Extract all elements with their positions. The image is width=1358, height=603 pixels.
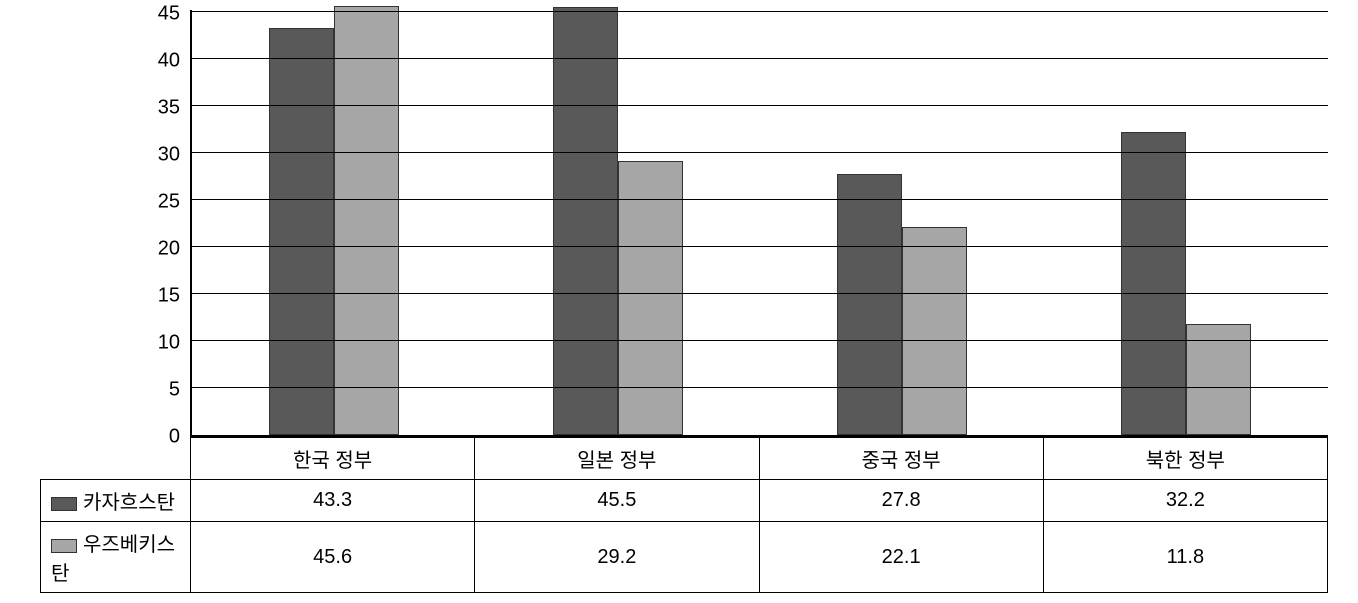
bar	[269, 28, 334, 435]
bar	[902, 227, 967, 435]
bar-group	[476, 10, 760, 435]
plot-area	[190, 10, 1328, 437]
legend-swatch	[51, 497, 77, 511]
category-header: 북한 정부	[1043, 438, 1327, 480]
gridline	[192, 58, 1328, 59]
series-label-cell: 우즈베키스탄	[41, 522, 191, 593]
gridline	[192, 340, 1328, 341]
y-tick-label: 20	[158, 238, 180, 261]
gridline	[192, 387, 1328, 388]
data-cell: 45.5	[475, 480, 759, 522]
category-header: 중국 정부	[759, 438, 1043, 480]
y-tick-label: 10	[158, 332, 180, 355]
category-header: 한국 정부	[191, 438, 475, 480]
bar-group	[192, 10, 476, 435]
gridline	[192, 293, 1328, 294]
series-label-cell: 카자흐스탄	[41, 480, 191, 522]
bars-layer	[192, 10, 1328, 435]
legend-swatch	[51, 539, 77, 553]
gridline	[192, 11, 1328, 12]
gridline	[192, 199, 1328, 200]
y-tick-label: 5	[169, 379, 180, 402]
y-tick-label: 25	[158, 191, 180, 214]
data-cell: 43.3	[191, 480, 475, 522]
data-cell: 27.8	[759, 480, 1043, 522]
series-name: 카자흐스탄	[83, 492, 175, 514]
bar-group	[760, 10, 1044, 435]
gridline	[192, 152, 1328, 153]
bar	[1121, 132, 1186, 435]
y-tick-label: 45	[158, 3, 180, 26]
y-axis: 05101520253035404550	[30, 10, 190, 437]
bar	[618, 161, 683, 435]
y-tick-label: 35	[158, 97, 180, 120]
bar-group	[1044, 10, 1328, 435]
data-cell: 22.1	[759, 522, 1043, 593]
chart-container: 05101520253035404550 한국 정부일본 정부중국 정부북한 정…	[30, 10, 1328, 593]
gridline	[192, 105, 1328, 106]
bar	[334, 6, 399, 435]
data-cell: 45.6	[191, 522, 475, 593]
y-tick-label: 30	[158, 144, 180, 167]
bar	[553, 7, 618, 435]
y-tick-label: 40	[158, 50, 180, 73]
data-cell: 29.2	[475, 522, 759, 593]
data-cell: 11.8	[1043, 522, 1327, 593]
category-header: 일본 정부	[475, 438, 759, 480]
y-tick-label: 15	[158, 285, 180, 308]
gridline	[192, 246, 1328, 247]
data-table: 한국 정부일본 정부중국 정부북한 정부카자흐스탄 43.345.527.832.…	[40, 437, 1328, 593]
bar	[837, 174, 902, 435]
y-tick-label: 0	[169, 426, 180, 449]
data-cell: 32.2	[1043, 480, 1327, 522]
plot-row: 05101520253035404550	[30, 10, 1328, 437]
